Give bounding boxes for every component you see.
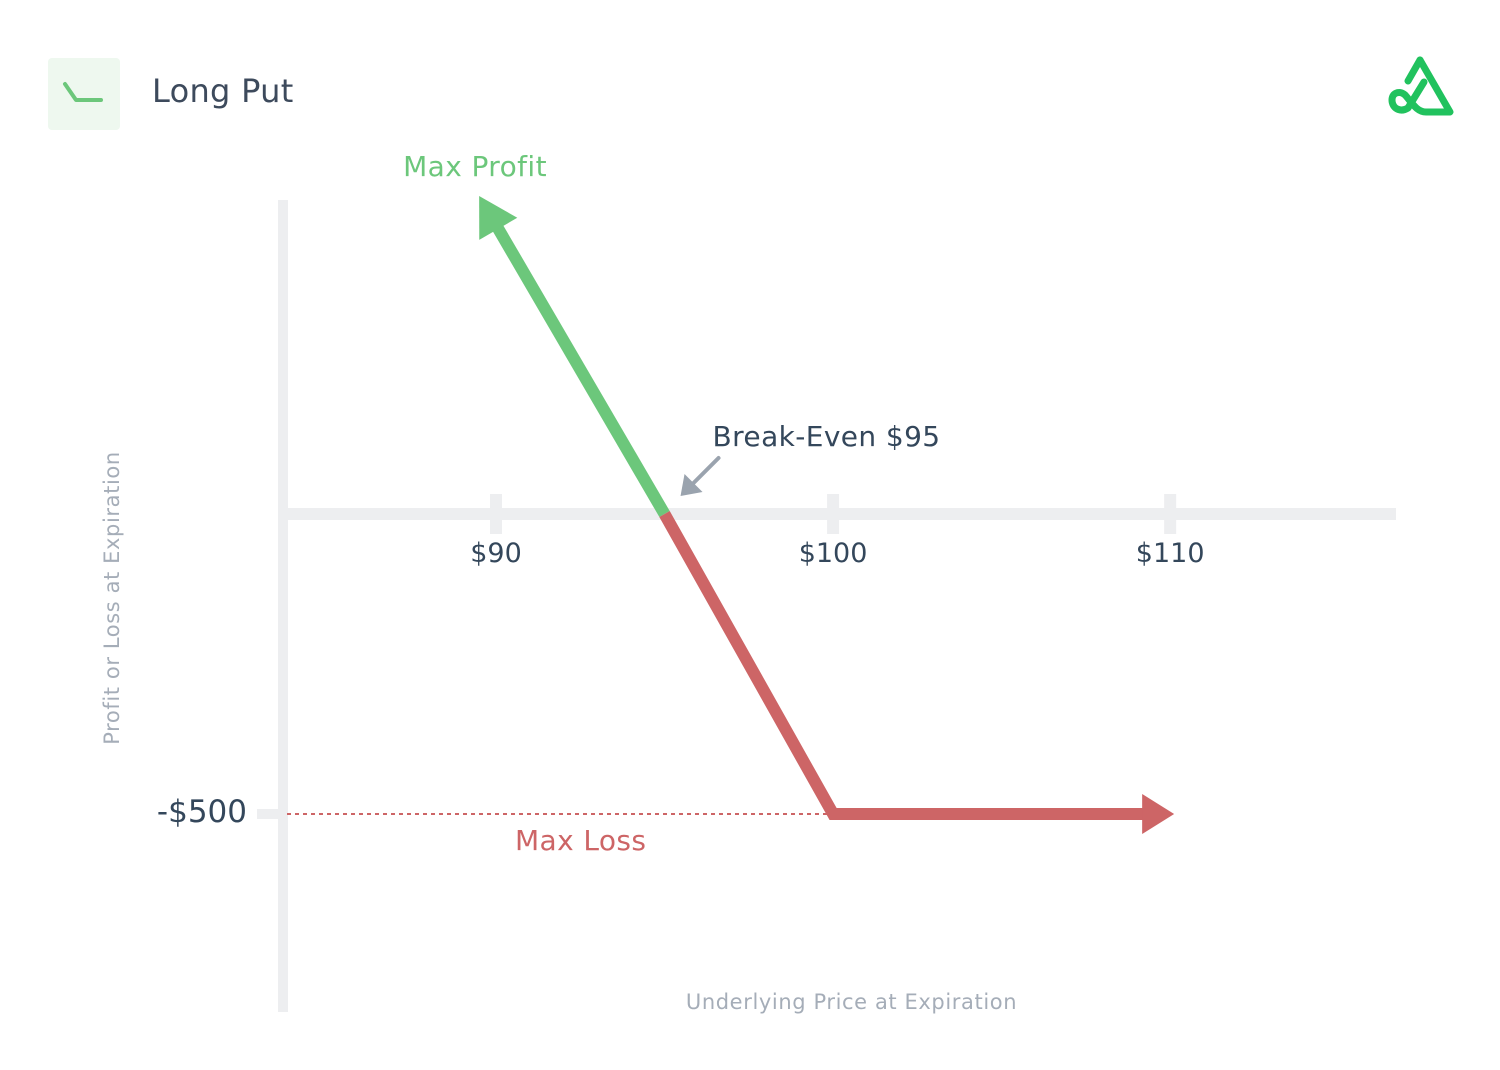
x-tick-label: $100 [798,538,868,569]
y-tick-label: -$500 [156,794,247,830]
strategy-badge [48,58,120,130]
payoff-line-icon [63,82,103,102]
break-even-label: Break-Even $95 [712,420,941,453]
profit-arrow-head [479,196,518,240]
x-tick-label: $110 [1135,538,1205,569]
break-even-pointer [688,456,721,488]
brand-logo-icon [1388,56,1454,116]
y-axis-label: Profit or Loss at Expiration [100,451,124,745]
max-loss-label: Max Loss [515,824,647,857]
loss-arrow-head [1142,794,1175,834]
profit-line [491,222,670,518]
x-tick-label: $90 [470,538,522,569]
x-axis-label: Underlying Price at Expiration [685,990,1018,1014]
max-profit-label: Max Profit [403,150,547,183]
loss-line [659,511,1147,820]
page-title: Long Put [152,72,294,110]
break-even-pointer-head [680,474,703,496]
